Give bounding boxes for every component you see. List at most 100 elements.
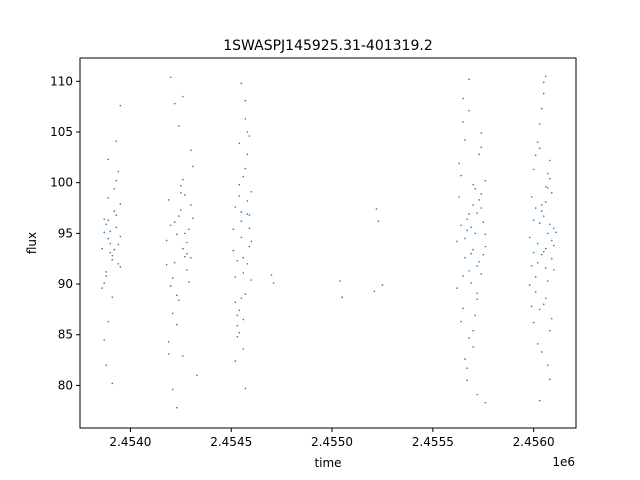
data-point bbox=[175, 406, 178, 409]
data-point bbox=[167, 353, 170, 355]
data-point bbox=[177, 299, 180, 302]
data-point bbox=[177, 215, 180, 217]
data-point bbox=[111, 296, 114, 299]
data-point bbox=[482, 253, 485, 256]
data-point bbox=[474, 232, 476, 235]
data-point bbox=[244, 293, 247, 295]
x-axis-label: time bbox=[314, 456, 341, 470]
data-point bbox=[105, 223, 108, 226]
data-point bbox=[244, 387, 247, 390]
data-point bbox=[375, 208, 378, 210]
data-point bbox=[544, 201, 547, 203]
y-tick-label: 110 bbox=[50, 74, 73, 88]
data-point bbox=[119, 104, 122, 107]
chart-title: 1SWASPJ145925.31-401319.2 bbox=[223, 38, 432, 54]
data-point bbox=[468, 270, 470, 272]
data-point bbox=[244, 167, 247, 170]
data-point bbox=[472, 329, 474, 332]
data-point bbox=[103, 231, 105, 234]
data-point bbox=[186, 252, 188, 255]
data-point bbox=[555, 231, 557, 234]
data-point bbox=[551, 257, 553, 260]
data-point bbox=[167, 341, 170, 343]
data-point bbox=[339, 280, 341, 282]
data-point bbox=[546, 364, 549, 366]
plot-frame bbox=[79, 57, 577, 429]
data-point bbox=[464, 256, 466, 259]
data-point bbox=[119, 203, 122, 205]
data-point bbox=[248, 214, 251, 216]
data-point bbox=[111, 258, 114, 261]
data-point bbox=[538, 123, 541, 125]
data-point bbox=[530, 265, 533, 267]
data-point bbox=[238, 142, 241, 144]
data-point bbox=[528, 236, 531, 239]
data-point bbox=[115, 226, 118, 229]
data-point bbox=[115, 179, 118, 182]
data-point bbox=[544, 185, 547, 188]
data-point bbox=[165, 263, 168, 266]
data-point bbox=[456, 240, 458, 243]
data-point bbox=[246, 262, 249, 265]
data-point bbox=[190, 204, 192, 206]
data-point bbox=[246, 200, 249, 202]
data-point bbox=[184, 194, 186, 196]
data-point bbox=[105, 275, 108, 277]
data-point bbox=[532, 321, 535, 324]
data-point bbox=[466, 218, 468, 220]
data-point bbox=[542, 92, 545, 95]
data-point bbox=[528, 284, 531, 286]
x-tick-label: 2.4540 bbox=[109, 435, 151, 449]
data-point bbox=[240, 297, 243, 300]
data-point bbox=[175, 323, 178, 326]
data-point bbox=[478, 153, 481, 156]
y-tick-label: 95 bbox=[58, 226, 73, 240]
data-point bbox=[103, 339, 105, 341]
scatter-points bbox=[101, 75, 557, 409]
data-point bbox=[470, 226, 472, 229]
data-point bbox=[196, 374, 198, 377]
data-point bbox=[462, 275, 464, 277]
data-point bbox=[248, 245, 251, 248]
data-point bbox=[234, 360, 237, 362]
data-point bbox=[192, 165, 194, 168]
data-point bbox=[186, 269, 188, 271]
data-point bbox=[377, 220, 380, 223]
data-point bbox=[182, 355, 184, 357]
data-point bbox=[119, 235, 122, 238]
data-point bbox=[242, 272, 245, 274]
data-point bbox=[184, 255, 186, 258]
data-point bbox=[548, 329, 551, 332]
data-point bbox=[182, 95, 184, 98]
data-point bbox=[466, 367, 468, 369]
data-point bbox=[476, 298, 479, 301]
data-point bbox=[538, 147, 541, 150]
data-point bbox=[113, 187, 116, 190]
data-point bbox=[240, 82, 243, 85]
data-point bbox=[551, 192, 553, 194]
data-point bbox=[536, 343, 539, 345]
data-point bbox=[238, 183, 241, 186]
data-point bbox=[460, 224, 462, 227]
data-point bbox=[538, 308, 541, 311]
data-point bbox=[546, 172, 549, 175]
data-point bbox=[107, 197, 110, 199]
data-point bbox=[551, 239, 553, 242]
data-point bbox=[177, 125, 180, 127]
y-tick-label: 90 bbox=[58, 277, 73, 291]
data-point bbox=[173, 221, 176, 224]
data-point bbox=[109, 242, 112, 245]
data-point bbox=[544, 267, 547, 269]
data-point bbox=[240, 220, 243, 223]
data-point bbox=[115, 214, 118, 216]
data-point bbox=[540, 210, 543, 212]
data-point bbox=[466, 229, 468, 232]
data-point bbox=[480, 273, 483, 275]
data-point bbox=[548, 378, 551, 381]
data-point bbox=[250, 279, 253, 281]
data-point bbox=[109, 230, 112, 233]
data-point bbox=[551, 317, 553, 320]
data-point bbox=[484, 245, 487, 248]
data-point bbox=[553, 227, 555, 230]
data-point bbox=[244, 99, 247, 102]
